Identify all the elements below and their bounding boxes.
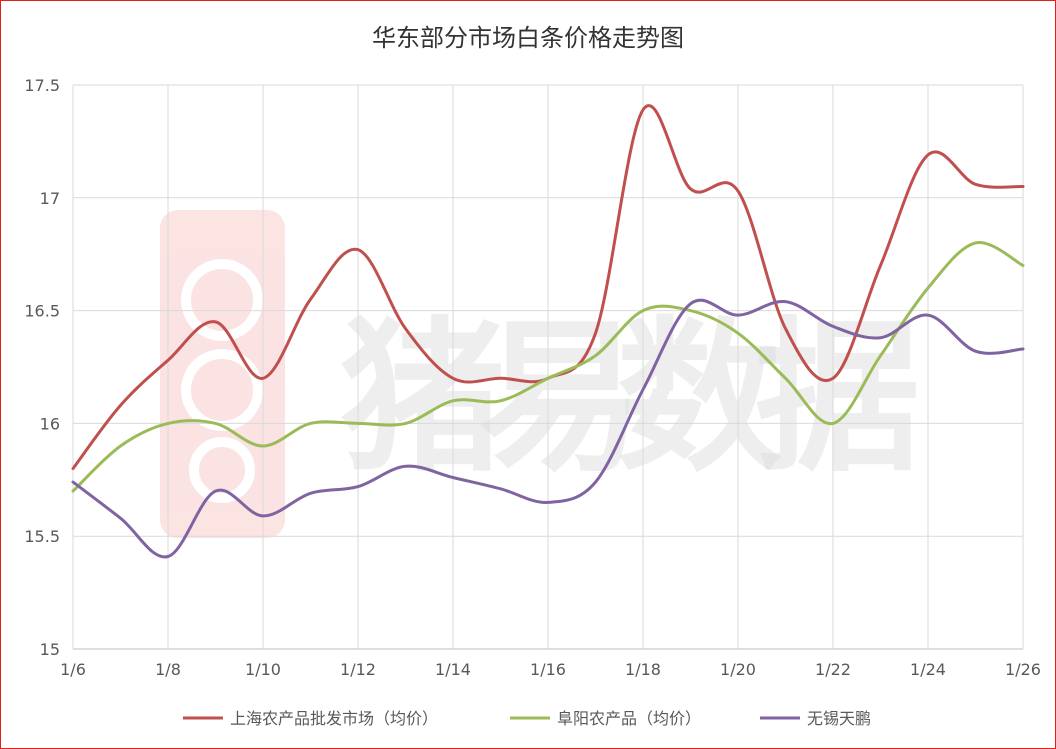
data-point <box>404 465 407 468</box>
data-point <box>737 190 740 193</box>
legend-label-2: 阜阳农产品（均价） <box>557 709 701 728</box>
data-point <box>357 485 360 488</box>
x-tick-label: 1/16 <box>530 660 566 679</box>
x-tick-label: 1/20 <box>720 660 756 679</box>
watermark-text: 猪易数据 <box>340 302 920 494</box>
data-point <box>1022 185 1025 188</box>
data-point <box>879 264 882 267</box>
data-point <box>262 444 265 447</box>
x-tick-label: 1/10 <box>245 660 281 679</box>
data-point <box>879 336 882 339</box>
data-point <box>642 108 645 111</box>
x-tick-label: 1/6 <box>60 660 86 679</box>
y-tick-label: 15.5 <box>24 527 60 546</box>
legend-label-3: 无锡天鹏 <box>807 709 871 728</box>
data-point <box>404 327 407 330</box>
data-point <box>357 422 360 425</box>
data-point <box>72 490 75 493</box>
data-point <box>927 287 930 290</box>
series-line-1 <box>71 104 1025 471</box>
y-tick-label: 15 <box>40 640 60 659</box>
y-tick-label: 17 <box>40 189 60 208</box>
data-point <box>737 314 740 317</box>
data-point <box>309 298 312 301</box>
data-point <box>119 517 122 520</box>
data-point <box>642 388 645 391</box>
data-point <box>594 332 597 335</box>
data-point <box>927 153 930 156</box>
data-point <box>357 248 360 251</box>
x-tick-label: 1/12 <box>340 660 376 679</box>
chart-title: 华东部分市场白条价格走势图 <box>372 24 684 52</box>
data-point <box>784 327 787 330</box>
data-point <box>119 404 122 407</box>
data-point <box>832 422 835 425</box>
data-point <box>547 377 550 380</box>
data-point <box>72 481 75 484</box>
x-tick-label: 1/24 <box>910 660 946 679</box>
data-point <box>309 492 312 495</box>
data-point <box>309 422 312 425</box>
y-tick-label: 17.5 <box>24 76 60 95</box>
x-tick-label: 1/18 <box>625 660 661 679</box>
data-point <box>167 359 170 362</box>
data-point <box>1022 347 1025 350</box>
data-point <box>879 354 882 357</box>
data-point <box>167 422 170 425</box>
legend-label-1: 上海农产品批发市场（均价） <box>230 709 438 728</box>
y-tick-label: 16.5 <box>24 302 60 321</box>
data-point <box>214 320 217 323</box>
data-point <box>974 183 977 186</box>
data-point <box>689 187 692 190</box>
data-point <box>594 354 597 357</box>
series-line-3 <box>71 298 1025 559</box>
x-tick-label: 1/14 <box>435 660 471 679</box>
series-line-2 <box>71 241 1025 493</box>
data-point <box>832 325 835 328</box>
data-point <box>167 555 170 558</box>
series-lines <box>71 104 1025 559</box>
data-point <box>689 302 692 305</box>
data-point <box>262 377 265 380</box>
data-point <box>499 487 502 490</box>
data-point <box>594 481 597 484</box>
data-point <box>452 476 455 479</box>
data-point <box>974 350 977 353</box>
data-point <box>927 314 930 317</box>
data-point <box>404 422 407 425</box>
x-tick-label: 1/8 <box>155 660 181 679</box>
data-point <box>974 241 977 244</box>
data-point <box>832 377 835 380</box>
data-point <box>1022 264 1025 267</box>
x-tick-label: 1/22 <box>815 660 851 679</box>
data-point <box>784 300 787 303</box>
data-point <box>72 467 75 470</box>
data-point <box>214 490 217 493</box>
y-tick-label: 16 <box>40 414 60 433</box>
data-point <box>452 399 455 402</box>
data-point <box>499 377 502 380</box>
data-point <box>214 422 217 425</box>
y-axis-ticks: 15 15.5 16 16.5 17 17.5 <box>24 76 60 659</box>
data-point <box>547 501 550 504</box>
data-point <box>119 444 122 447</box>
x-axis-ticks: 1/6 1/8 1/10 1/12 1/14 1/16 1/18 1/20 1/22 1/24 1/… <box>60 660 1041 679</box>
legend: 上海农产品批发市场（均价） 阜阳农产品（均价） 无锡天鹏 <box>183 709 871 728</box>
x-tick-label: 1/26 <box>1005 660 1041 679</box>
data-point <box>262 514 265 517</box>
data-point <box>737 332 740 335</box>
data-point <box>642 309 645 312</box>
data-point <box>689 309 692 312</box>
data-point <box>452 377 455 380</box>
data-point <box>499 399 502 402</box>
data-point <box>784 377 787 380</box>
